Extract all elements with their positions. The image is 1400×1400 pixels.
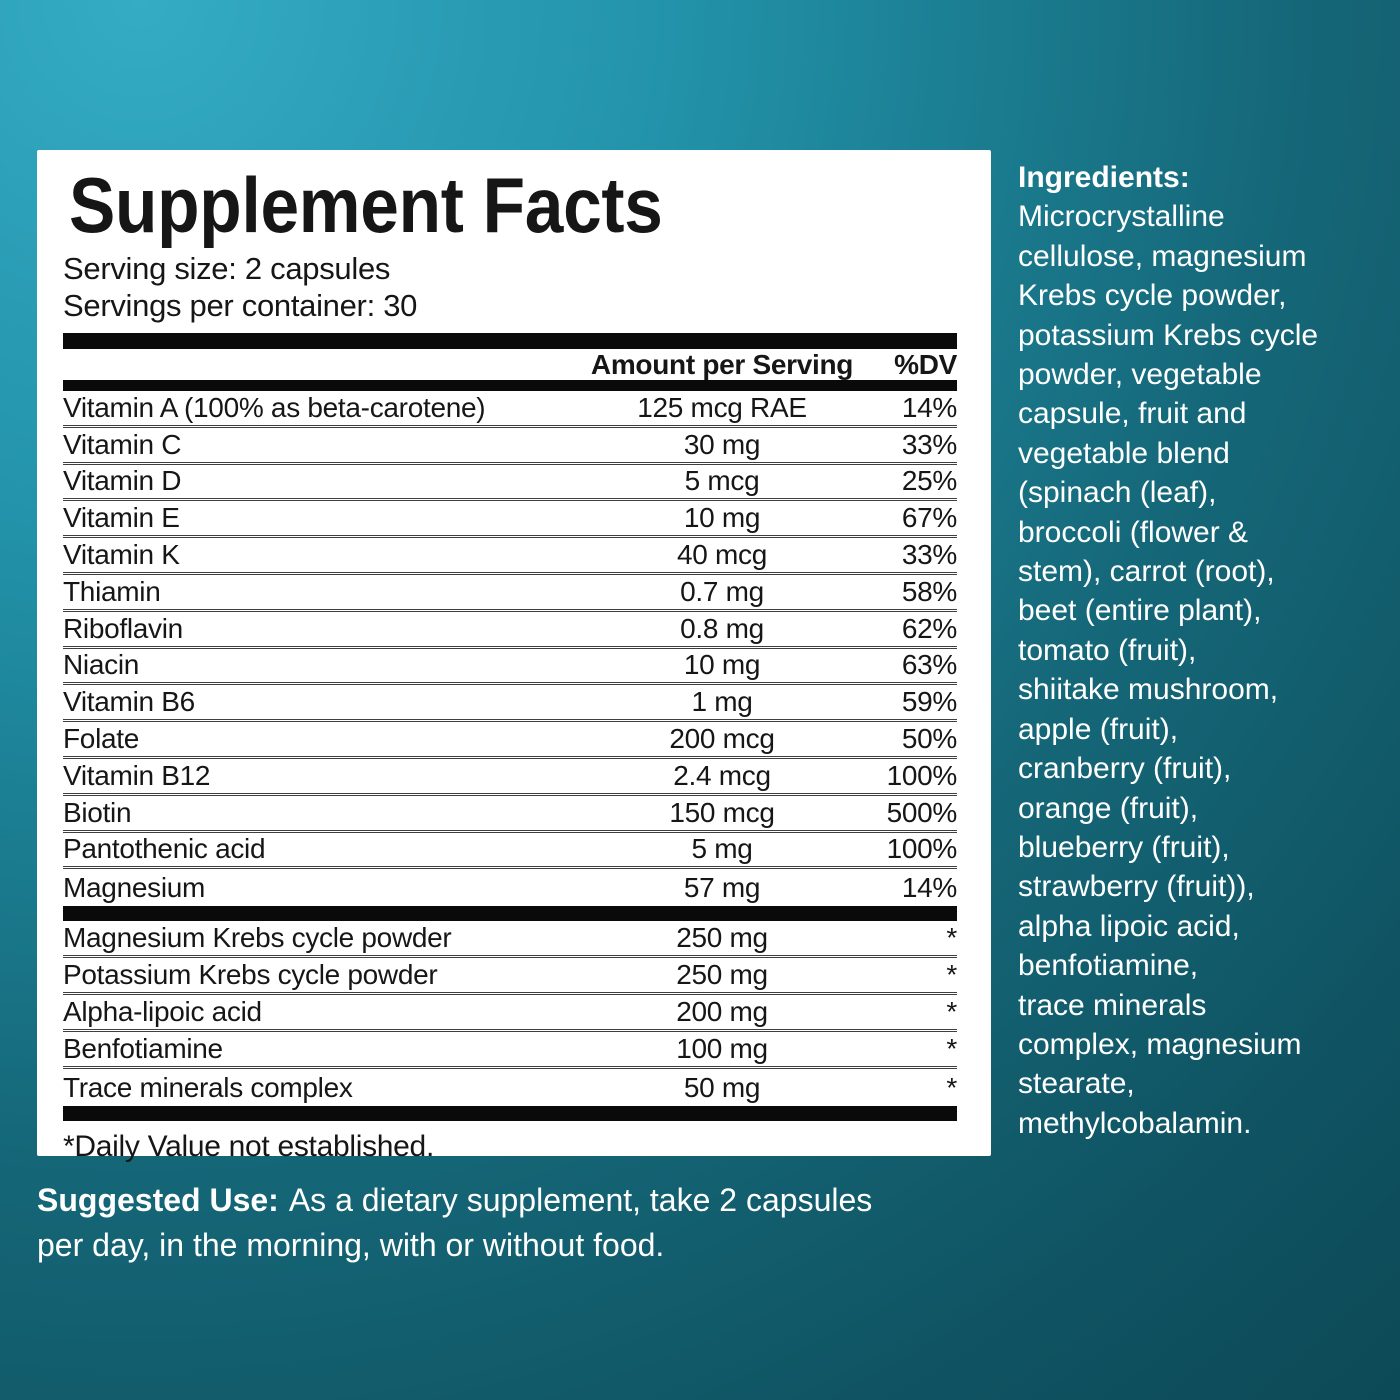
nutrient-name: Pantothenic acid (63, 833, 266, 865)
daily-value-footnote: *Daily Value not established. (63, 1130, 434, 1164)
nutrient-dv: 58% (901, 575, 957, 607)
table-row: Vitamin B6 1 mg 59% (63, 685, 957, 723)
table-row: Vitamin D 5 mcg 25% (63, 465, 957, 502)
nutrient-name: Trace minerals complex (63, 1071, 353, 1103)
nutrient-name: Magnesium (63, 871, 206, 903)
nutrient-name: Alpha-lipoic acid (63, 996, 262, 1028)
nutrient-dv: 62% (901, 612, 957, 644)
table-header-row: Amount per Serving %DV (63, 349, 957, 380)
nutrient-dv: 67% (901, 502, 957, 534)
nutrient-amount: 1 mg (691, 686, 753, 718)
nutrient-amount: 10 mg (683, 502, 761, 534)
column-header-amount: Amount per Serving (590, 348, 854, 380)
table-row: Riboflavin 0.8 mg 62% (63, 612, 957, 649)
nutrient-dv: 25% (901, 465, 957, 497)
nutrient-dv: 33% (901, 539, 957, 571)
table-row: Vitamin C 30 mg 33% (63, 428, 957, 465)
table-row: Magnesium 57 mg 14% (63, 869, 957, 906)
divider-bar-header (63, 380, 957, 391)
nutrient-amount: 5 mcg (684, 465, 760, 497)
nutrient-amount: 10 mg (683, 649, 761, 681)
nutrient-amount: 150 mcg (669, 796, 775, 828)
nutrient-name: Riboflavin (63, 612, 183, 644)
table-row: Vitamin K 40 mcg 33% (63, 538, 957, 575)
nutrient-name: Vitamin A (100% as beta-carotene) (63, 391, 486, 423)
nutrient-name: Vitamin D (63, 465, 182, 497)
nutrient-name: Folate (63, 723, 140, 755)
nutrient-amount: 0.8 mg (680, 612, 764, 644)
nutrient-amount: 2.4 mcg (673, 759, 771, 791)
nutrient-amount: 125 mcg RAE (637, 391, 807, 423)
nutrient-amount: 57 mg (683, 871, 761, 903)
suggested-use-text: As a dietary supplement, take 2 capsules… (37, 1182, 873, 1263)
table-row: Pantothenic acid 5 mg 100% (63, 833, 957, 870)
nutrient-dv: * (946, 922, 957, 954)
nutrient-dv: * (946, 959, 957, 991)
nutrient-amount: 30 mg (683, 428, 761, 460)
nutrient-name: Niacin (63, 649, 140, 681)
nutrient-name: Magnesium Krebs cycle powder (63, 922, 452, 954)
nutrient-amount: 40 mcg (676, 539, 768, 571)
divider-bar-top (63, 333, 957, 349)
nutrient-amount: 200 mg (676, 996, 768, 1028)
table-row: Vitamin B12 2.4 mcg 100% (63, 759, 957, 796)
nutrient-rows-secondary: Magnesium Krebs cycle powder 250 mg * Potas… (63, 921, 957, 1106)
ingredients-section: Ingredients: Microcrystalline cellulose,… (1018, 158, 1390, 1143)
nutrient-name: Vitamin B12 (63, 759, 211, 791)
servings-per-container-text: Servings per container: 30 (63, 288, 418, 323)
nutrient-dv: 500% (886, 796, 958, 828)
nutrient-dv: * (946, 996, 957, 1028)
table-row: Vitamin A (100% as beta-carotene) 125 mcg… (63, 391, 957, 428)
nutrient-dv: 100% (886, 759, 958, 791)
table-row: Thiamin 0.7 mg 58% (63, 575, 957, 612)
nutrient-dv: * (946, 1071, 957, 1103)
nutrient-dv: 100% (886, 833, 958, 865)
table-row: Biotin 150 mcg 500% (63, 796, 957, 833)
suggested-use-section: Suggested Use: As a dietary supplement, t… (37, 1178, 967, 1268)
nutrient-name: Vitamin E (63, 502, 180, 534)
ingredients-list: Microcrystalline cellulose, magnesium Kr… (1018, 200, 1319, 1140)
table-row: Potassium Krebs cycle powder 250 mg * (63, 958, 957, 996)
table-row: Niacin 10 mg 63% (63, 649, 957, 686)
nutrient-name: Biotin (63, 796, 132, 828)
suggested-use-label: Suggested Use: (37, 1182, 279, 1218)
nutrient-amount: 100 mg (676, 1033, 768, 1065)
nutrient-dv: 63% (901, 649, 957, 681)
nutrient-name: Vitamin C (63, 428, 182, 460)
panel-title: Supplement Facts (69, 161, 663, 249)
nutrient-name: Thiamin (63, 575, 161, 607)
nutrient-name: Benfotiamine (63, 1033, 223, 1065)
table-row: Magnesium Krebs cycle powder 250 mg * (63, 921, 957, 959)
table-row: Benfotiamine 100 mg * (63, 1032, 957, 1070)
column-header-dv: %DV (894, 348, 957, 380)
nutrient-rows-primary: Vitamin A (100% as beta-carotene) 125 mcg… (63, 391, 957, 906)
nutrient-amount: 0.7 mg (680, 575, 764, 607)
nutrient-amount: 50 mg (683, 1071, 761, 1103)
nutrient-amount: 200 mcg (669, 723, 775, 755)
nutrient-amount: 5 mg (691, 833, 753, 865)
nutrient-dv: 33% (901, 428, 957, 460)
nutrient-dv: 14% (901, 871, 957, 903)
nutrient-amount: 250 mg (676, 959, 768, 991)
ingredients-heading: Ingredients: (1018, 161, 1190, 194)
nutrient-dv: 14% (901, 391, 957, 423)
supplement-facts-panel: Supplement Facts Serving size: 2 capsule… (37, 150, 991, 1163)
table-row: Trace minerals complex 50 mg * (63, 1069, 957, 1106)
serving-size-text: Serving size: 2 capsules (63, 251, 391, 286)
table-row: Alpha-lipoic acid 200 mg * (63, 995, 957, 1033)
nutrient-name: Vitamin B6 (63, 686, 195, 718)
divider-bar-middle (63, 906, 957, 922)
table-row: Vitamin E 10 mg 67% (63, 501, 957, 539)
nutrient-amount: 250 mg (676, 922, 768, 954)
nutrient-name: Vitamin K (63, 539, 180, 571)
nutrient-dv: * (946, 1033, 957, 1065)
table-row: Folate 200 mcg 50% (63, 722, 957, 759)
nutrient-dv: 59% (901, 686, 957, 718)
divider-bar-bottom (63, 1106, 957, 1122)
nutrient-dv: 50% (901, 723, 957, 755)
nutrient-name: Potassium Krebs cycle powder (63, 959, 438, 991)
